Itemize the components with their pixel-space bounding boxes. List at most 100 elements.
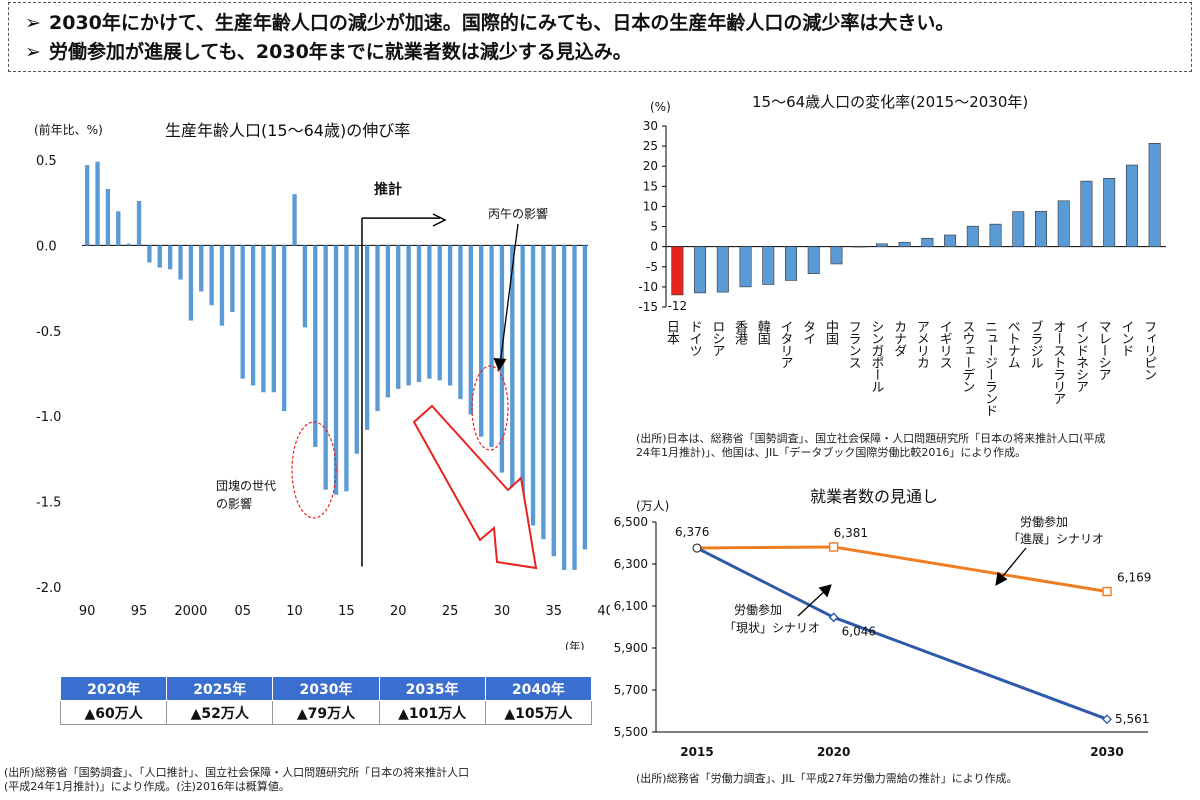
- country-bar: [1057, 200, 1070, 247]
- chart1-ytick-label: -0.5: [36, 325, 61, 340]
- country-label: ドイツ: [687, 320, 702, 356]
- country-bar: [762, 246, 775, 285]
- growth-bar: [427, 245, 432, 379]
- chart2-source: (出所)日本は、総務省「国勢調査」、国立社会保障・人口問題研究所「日本の将来推計…: [636, 432, 1105, 460]
- country-bar: [1125, 164, 1138, 247]
- dankai-highlight-circle: [291, 421, 337, 519]
- orange-value-label: 6,169: [1117, 571, 1151, 585]
- country-label: ニュージーランド: [982, 320, 997, 416]
- country-label: インドネシア: [1073, 320, 1088, 393]
- chart2-ytick-label: 10: [643, 199, 658, 213]
- growth-bar: [406, 245, 411, 386]
- chart2-ylabel: (%): [650, 100, 671, 114]
- growth-bar: [437, 245, 442, 381]
- chart2-ytick-label: 15: [643, 179, 658, 193]
- country-change-rate-chart: 15〜64歳人口の変化率(2015〜2030年) (%) 30 25 20 15 10 5…: [638, 93, 1166, 416]
- growth-bar: [250, 245, 256, 386]
- country-label: フランス: [846, 320, 861, 369]
- growth-bar: [116, 211, 121, 246]
- bullet-arrow-icon: ➢: [25, 41, 41, 63]
- chart1-ylabel: (前年比、%): [34, 122, 103, 137]
- growth-bar: [510, 245, 515, 490]
- chart3-xtick-label: 2020: [817, 745, 850, 759]
- growth-bar: [302, 245, 308, 328]
- growth-bar: [230, 245, 235, 313]
- country-label: フィリピン: [1141, 320, 1156, 380]
- decrease-table-value-row: ▲60万人 ▲52万人 ▲79万人 ▲101万人 ▲105万人: [59, 700, 593, 725]
- growth-bar: [292, 194, 297, 246]
- hinoe-label: 丙午の影響: [488, 206, 548, 221]
- country-label: マレーシア: [1096, 320, 1111, 381]
- chart1-ytick-label: -2.0: [36, 581, 61, 596]
- orange-value-label: 6,376: [675, 525, 709, 539]
- chart2-ytick-label: 25: [643, 139, 658, 153]
- country-bar: [1035, 210, 1047, 247]
- growth-bar: [188, 245, 194, 321]
- growth-bar: [458, 245, 463, 400]
- chart1-source-line2: (平成24年1月推計)」により作成。(注)2016年は概算値。: [4, 780, 290, 793]
- chart1-xtick-label: 25: [442, 604, 459, 619]
- country-bar: [966, 225, 979, 247]
- estimate-label: 推計: [374, 181, 402, 198]
- hinoe-highlight-circle: [471, 365, 509, 451]
- growth-bar: [385, 245, 391, 398]
- country-label: ロシア: [709, 320, 724, 357]
- chart2-ytick-label: -5: [646, 260, 658, 274]
- growth-bar: [572, 245, 577, 570]
- orange-series-label-line1: 労働参加: [1020, 514, 1068, 529]
- chart3-ytick-label: 5,700: [614, 683, 648, 697]
- table-value-cell: ▲105万人: [484, 700, 593, 725]
- start-point-marker: [692, 543, 702, 553]
- country-label: 香港: [732, 320, 748, 345]
- growth-bar: [468, 245, 474, 415]
- chart3-xtick-label: 2015: [680, 745, 713, 759]
- growth-bar: [157, 245, 162, 268]
- chart2-ytick-label: -15: [638, 300, 658, 314]
- navy-point-marker: [1102, 714, 1112, 725]
- growth-bar: [126, 243, 131, 246]
- japan-bar: [671, 246, 684, 296]
- orange-pointer-arrowhead-icon: [995, 571, 1008, 586]
- country-bar: [807, 246, 820, 274]
- chart3-ylabel: (万人): [636, 499, 669, 513]
- chart2-ytick-label: 30: [643, 119, 658, 133]
- hinoe-arrowhead-icon: [493, 357, 507, 372]
- bullet-arrow-icon: ➢: [25, 12, 41, 34]
- orange-value-label: 6,381: [834, 526, 868, 540]
- table-value-cell: ▲52万人: [166, 700, 274, 725]
- orange-point-marker: [1102, 586, 1112, 597]
- country-bar: [898, 241, 911, 247]
- country-label: インド: [1118, 320, 1133, 356]
- country-bar: [716, 246, 729, 293]
- chart2-ytick-label: -10: [638, 280, 658, 294]
- chart1-xlabel: (年): [565, 639, 585, 650]
- navy-series-label-line1: 労働参加: [734, 602, 782, 617]
- country-label: 韓国: [755, 320, 771, 345]
- chart2-ytick-label: 0: [650, 240, 658, 254]
- country-bar: [989, 223, 1002, 247]
- working-age-growth-chart: (前年比、%) 生産年齢人口(15〜64歳)の伸び率 0.5 0.0 -0.5 -1.…: [34, 121, 610, 650]
- country-label: イギリス: [937, 320, 952, 369]
- chart1-source: (出所)総務省「国勢調査」、「人口推計」、国立社会保障・人口問題研究所「日本の将…: [4, 766, 469, 794]
- chart1-source-line1: (出所)総務省「国勢調査」、「人口推計」、国立社会保障・人口問題研究所「日本の将…: [4, 766, 470, 779]
- orange-series-label-line2: 「進展」シナリオ: [1008, 532, 1104, 546]
- chart1-xtick-label: 30: [494, 604, 511, 619]
- chart1-xtick-label: 05: [234, 604, 251, 619]
- chart3-ytick-label: 6,300: [614, 557, 648, 571]
- decline-trend-arrow-icon: [412, 404, 538, 570]
- country-bar: [1103, 177, 1116, 247]
- table-header-cell: 2035年: [378, 676, 486, 701]
- navy-series-pointer-line: [797, 587, 829, 617]
- chart3-source-line1: (出所)総務省「労働力調査」、JIL「平成27年労働力需給の推計」により作成。: [636, 772, 1018, 785]
- chart1-ytick-label: -1.5: [36, 496, 61, 511]
- navy-point-marker: [828, 612, 839, 623]
- orange-series-line: [696, 545, 1108, 593]
- country-label: イタリア: [778, 320, 793, 369]
- chart1-ytick-label: -1.0: [36, 410, 61, 425]
- chart1-ytick-label: 0.0: [36, 239, 57, 254]
- table-header-cell: 2025年: [166, 676, 274, 701]
- growth-bar: [147, 245, 152, 263]
- country-bar: [830, 246, 843, 265]
- country-bar: [921, 237, 934, 247]
- chart1-xtick-label: 2000: [174, 604, 207, 619]
